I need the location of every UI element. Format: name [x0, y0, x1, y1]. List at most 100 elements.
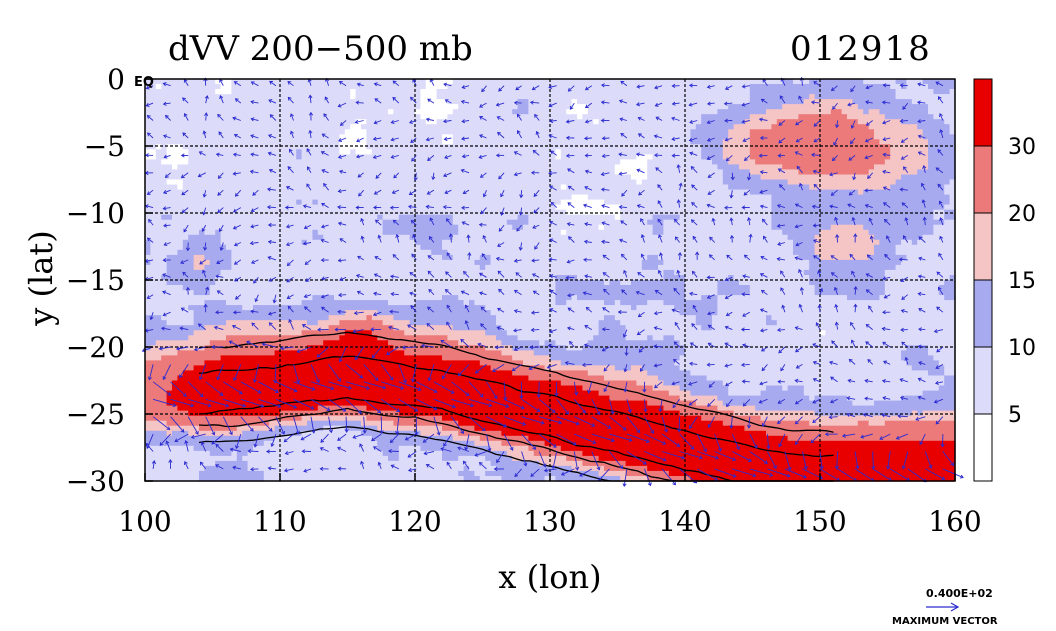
contour-cell [204, 194, 211, 201]
contour-cell [236, 164, 243, 171]
contour-cell [231, 129, 238, 135]
contour-cell [350, 234, 357, 241]
contour-cell [744, 99, 751, 105]
contour-cell [641, 84, 648, 90]
contour-cell [863, 234, 870, 241]
contour-cell [447, 84, 454, 90]
contour-cell [544, 189, 551, 196]
contour-cell [404, 139, 411, 145]
contour-cell [722, 129, 729, 135]
contour-cell [172, 234, 178, 241]
contour-cell [199, 119, 205, 125]
contour-cell [830, 159, 837, 166]
contour-cell [663, 144, 670, 150]
contour-cell [328, 189, 335, 196]
contour-cell [949, 144, 956, 150]
contour-cell [431, 214, 438, 221]
contour-cell [685, 204, 691, 211]
contour-cell [550, 239, 556, 246]
contour-cell [415, 179, 421, 186]
contour-cell [895, 209, 902, 216]
contour-cell [830, 229, 837, 236]
contour-cell [884, 239, 891, 246]
contour-cell [371, 109, 378, 115]
contour-cell [571, 109, 578, 115]
contour-cell [474, 219, 481, 226]
contour-cell [890, 139, 897, 145]
contour-cell [204, 214, 211, 221]
contour-cell [550, 164, 556, 171]
contour-cell [496, 169, 502, 176]
contour-cell [712, 109, 718, 115]
contour-cell [814, 89, 821, 95]
contour-cell [193, 239, 200, 246]
contour-cell [447, 154, 454, 161]
contour-cell [436, 179, 443, 186]
contour-cell [571, 194, 578, 201]
contour-cell [269, 159, 276, 166]
contour-cell [755, 139, 762, 145]
contour-cell [517, 104, 524, 110]
contour-cell [506, 139, 513, 145]
contour-cell [425, 204, 432, 211]
contour-cell [150, 169, 157, 176]
contour-cell [452, 239, 459, 246]
contour-cell [798, 154, 805, 161]
contour-cell [188, 159, 195, 166]
contour-cell [609, 134, 616, 140]
contour-cell [355, 89, 362, 95]
contour-cell [728, 224, 735, 231]
contour-cell [852, 184, 859, 191]
contour-cell [722, 189, 729, 196]
contour-cell [533, 119, 540, 125]
contour-cell [382, 79, 389, 85]
contour-cell [226, 199, 232, 206]
contour-cell [226, 234, 232, 241]
contour-cell [857, 99, 864, 105]
contour-cell [469, 129, 475, 135]
contour-cell [895, 189, 902, 196]
contour-cell [760, 109, 767, 115]
contour-cell [317, 169, 324, 176]
contour-cell [469, 164, 475, 171]
contour-cell [663, 239, 670, 246]
contour-cell [582, 114, 589, 120]
contour-cell [366, 229, 373, 236]
contour-cell [933, 99, 940, 105]
contour-cell [199, 229, 205, 236]
contour-cell [701, 209, 708, 216]
contour-cell [145, 129, 151, 135]
contour-cell [161, 209, 168, 216]
contour-cell [825, 184, 832, 191]
contour-cell [550, 99, 556, 105]
contour-cell [496, 214, 502, 221]
contour-cell [717, 174, 724, 181]
contour-cell [598, 164, 605, 171]
contour-cell [706, 109, 713, 115]
contour-cell [155, 159, 162, 166]
contour-cell [701, 129, 708, 135]
contour-cell [512, 194, 519, 201]
contour-cell [587, 214, 594, 221]
contour-cell [452, 104, 459, 110]
contour-cell [274, 219, 281, 226]
contour-cell [496, 159, 502, 166]
contour-cell [577, 129, 583, 135]
contour-cell [463, 134, 470, 140]
contour-cell [631, 154, 637, 161]
contour-cell [280, 184, 286, 191]
contour-cell [722, 84, 729, 90]
contour-cell [706, 159, 713, 166]
contour-cell [436, 144, 443, 150]
contour-cell [312, 204, 319, 211]
contour-cell [776, 99, 783, 105]
contour-cell [177, 104, 184, 110]
contour-cell [479, 219, 486, 226]
contour-cell [204, 149, 211, 155]
contour-cell [231, 219, 238, 226]
contour-cell [949, 174, 956, 181]
contour-cell [922, 179, 929, 186]
contour-cell [733, 119, 740, 125]
contour-cell [344, 234, 351, 241]
contour-cell [215, 169, 222, 176]
